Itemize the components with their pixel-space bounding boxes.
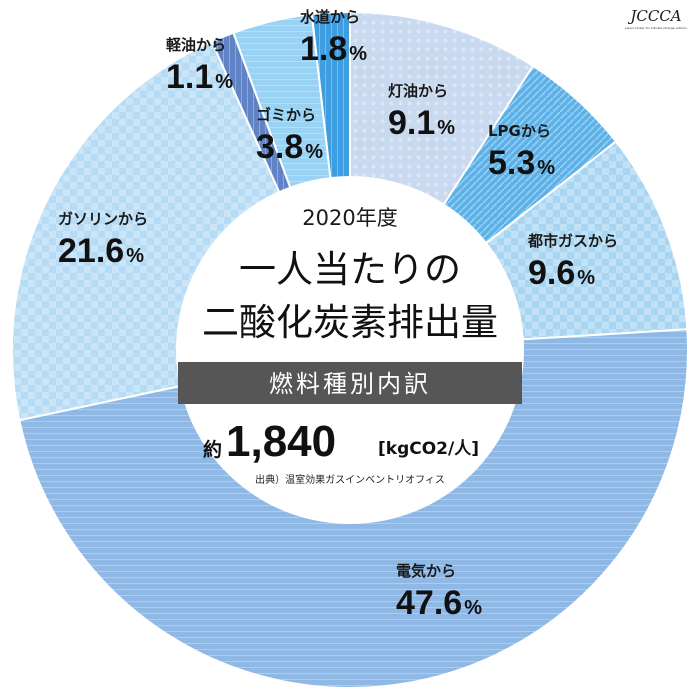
center-title-line2: 二酸化炭素排出量 <box>202 301 498 344</box>
slice-label-6: 軽油から <box>166 36 226 54</box>
slice-value-7: 3.8% <box>256 128 323 166</box>
slice-label-8: 水道から <box>300 8 360 26</box>
slice-value-1: 9.1% <box>388 104 455 142</box>
slice-value-6: 1.1% <box>166 58 233 96</box>
center-band <box>178 362 522 404</box>
slice-label-1: 灯油から <box>388 82 448 100</box>
slice-value-8: 1.8% <box>300 30 367 68</box>
slice-value-3: 9.6% <box>528 254 595 292</box>
slice-value-5: 21.6% <box>58 232 144 270</box>
center-disc <box>176 176 524 524</box>
total-prefix: 約 <box>203 438 222 461</box>
slice-value-2: 5.3% <box>488 144 555 182</box>
slice-label-4: 電気から <box>396 562 456 580</box>
logo-subtitle: Japan Center for Climate Change Actions <box>624 26 687 30</box>
logo-mark: JCCCA <box>627 7 681 25</box>
source-note: 出典）温室効果ガスインベントリオフィス <box>255 473 445 486</box>
labels-group: 灯油から 9.1% LPGから 5.3 % 都市ガスから 9.6 % 電気から 47.6 % ガソリン… <box>58 8 618 622</box>
center-title-line1: 一人当たりの <box>239 248 461 291</box>
total-value: 1,840 <box>226 417 336 466</box>
center-year: 2020年度 <box>302 206 397 230</box>
slice-label-2: LPGから <box>488 122 551 140</box>
slice-value-4: 47.6% <box>396 584 482 622</box>
center-band-text: 燃料種別内訳 <box>269 370 431 398</box>
slice-label-7: ゴミから <box>256 106 316 124</box>
total-unit: [kgCO2/人] <box>378 439 479 459</box>
slice-label-5: ガソリンから <box>58 210 148 228</box>
slice-label-3: 都市ガスから <box>527 232 618 250</box>
jccca-logo: JCCCA Japan Center for Climate Change Ac… <box>624 7 687 30</box>
